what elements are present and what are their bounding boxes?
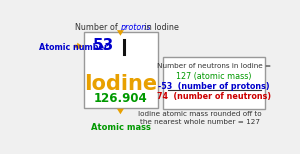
- FancyBboxPatch shape: [84, 32, 158, 108]
- Text: the nearest whole number = 127: the nearest whole number = 127: [140, 119, 260, 125]
- Text: Atomic number: Atomic number: [39, 43, 108, 52]
- Text: Iodine: Iodine: [84, 74, 158, 94]
- Text: Number of: Number of: [75, 23, 120, 32]
- Text: -53  (number of protons): -53 (number of protons): [158, 82, 270, 91]
- Text: 53: 53: [93, 38, 115, 53]
- Text: 74  (number of neutrons): 74 (number of neutrons): [157, 92, 271, 101]
- Text: Atomic mass: Atomic mass: [91, 123, 151, 132]
- Text: 126.904: 126.904: [94, 92, 148, 105]
- Text: protons: protons: [120, 23, 151, 32]
- FancyBboxPatch shape: [163, 57, 266, 109]
- Text: Iodine atomic mass rounded off to: Iodine atomic mass rounded off to: [138, 111, 262, 117]
- Text: 127 (atomic mass): 127 (atomic mass): [176, 72, 252, 81]
- Text: Number of neutrons in Iodine =: Number of neutrons in Iodine =: [157, 63, 271, 69]
- Text: in Iodine: in Iodine: [142, 23, 179, 32]
